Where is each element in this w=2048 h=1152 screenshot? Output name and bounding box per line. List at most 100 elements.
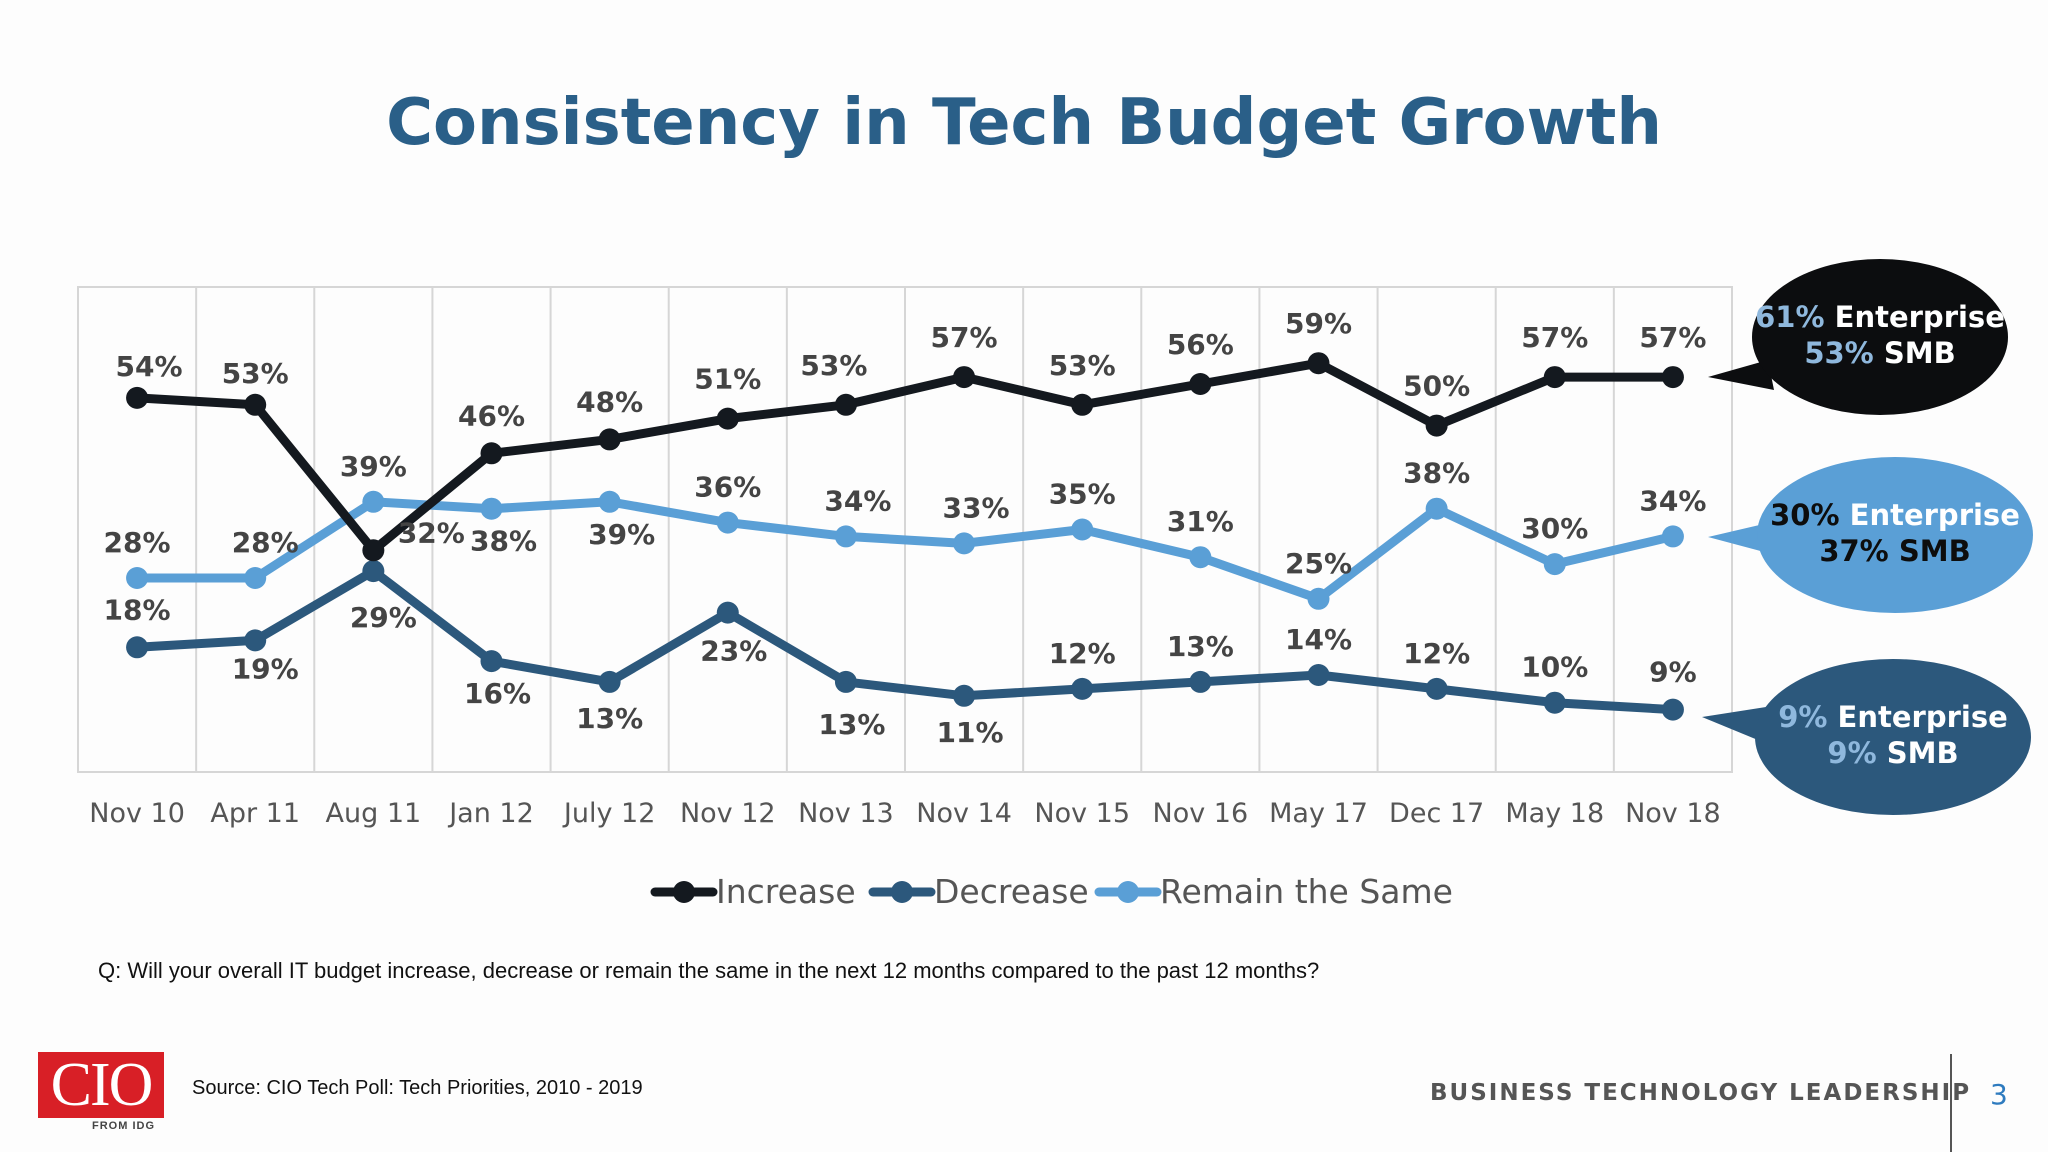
data-label: 13% [1167,630,1234,663]
x-tick-label: Nov 10 [89,798,185,829]
x-tick-label: Nov 13 [798,798,894,829]
data-point [598,490,621,513]
callout-tail [1702,707,1770,745]
series-line-remain-the-same [132,497,1678,604]
data-point [1307,352,1330,375]
data-label: 28% [104,526,171,559]
callout-line2: 37% SMB [1819,534,1970,568]
data-point [834,525,857,548]
x-tick-label: Apr 11 [210,798,300,829]
callout-bubble [1755,659,2031,815]
data-label: 56% [1167,328,1234,361]
data-label: 30% [1521,512,1588,545]
data-label: 13% [818,708,885,741]
data-point [362,490,385,513]
callout-line2: 9% SMB [1827,736,1958,770]
cio-logo: CIO [38,1052,164,1118]
data-point [1307,664,1330,686]
data-label: 11% [937,716,1004,749]
data-point [1425,414,1448,437]
data-label: 32% [398,516,465,549]
data-label: 57% [1521,321,1588,354]
legend-label: Increase [716,872,856,911]
data-point [834,393,857,416]
data-point [1307,587,1330,610]
callout-line2: 53% SMB [1804,336,1955,370]
x-tick-label: July 12 [562,798,656,829]
data-label: 53% [222,357,289,390]
data-label: 14% [1285,623,1352,656]
data-label: 53% [800,349,867,382]
data-label: 10% [1521,651,1588,684]
data-label: 16% [464,677,531,710]
callout-line1: 9% Enterprise [1778,700,2008,734]
source-note: Source: CIO Tech Poll: Tech Priorities, … [192,1077,643,1099]
data-label: 57% [931,321,998,354]
legend-label: Remain the Same [1160,872,1453,911]
data-label: 19% [232,652,299,685]
data-point [1661,525,1684,548]
data-label: 57% [1639,321,1706,354]
data-point [716,407,739,430]
data-label: 46% [458,399,525,432]
callout-tail [1708,523,1768,553]
footer-tagline: BUSINESS TECHNOLOGY LEADERSHIP [1430,1080,1972,1106]
data-point [716,601,739,624]
data-point [1071,677,1094,700]
callout-tail [1708,360,1774,390]
data-point [126,636,149,659]
data-point [244,629,267,652]
data-label: 31% [1167,505,1234,538]
data-label: 12% [1049,637,1116,670]
data-point [1425,497,1448,520]
data-label: 34% [1639,484,1706,517]
data-point [1189,373,1212,395]
data-point [953,366,976,389]
chart-title: Consistency in Tech Budget Growth [386,86,1662,160]
data-label: 48% [576,385,643,418]
data-label: 9% [1649,656,1697,689]
data-point [362,560,385,583]
data-label: 39% [588,518,655,551]
data-point [1425,677,1448,700]
x-tick-label: Dec 17 [1389,798,1484,829]
data-point [1543,553,1566,576]
x-tick-label: Aug 11 [326,798,422,829]
legend-swatch-marker [1117,881,1139,903]
x-tick-label: May 17 [1269,798,1368,829]
data-point [1661,366,1684,389]
data-point [1543,366,1566,389]
data-label: 12% [1403,637,1470,670]
series-line-decrease [132,566,1678,715]
data-point [1661,698,1684,721]
data-point [126,567,149,589]
data-point [1071,393,1094,416]
data-point [362,539,385,562]
data-label: 59% [1285,307,1352,340]
legend-label: Decrease [934,872,1089,911]
callout-bubble [1752,259,2008,415]
survey-question: Q: Will your overall IT budget increase,… [98,958,1320,983]
data-label: 35% [1049,478,1116,511]
footer-divider [1950,1054,1952,1152]
data-label: 53% [1049,349,1116,382]
x-tick-label: Nov 15 [1034,798,1130,829]
data-label: 18% [104,593,171,626]
data-point [480,650,503,673]
data-point [244,567,267,589]
data-label: 38% [470,525,537,558]
data-label: 51% [694,363,761,396]
data-point [1071,518,1094,541]
data-point [480,497,503,520]
data-point [834,670,857,693]
series-line-increase [132,358,1678,555]
data-label: 39% [340,450,407,483]
data-point [480,442,503,465]
data-point [598,428,621,451]
x-tick-label: Nov 14 [916,798,1012,829]
x-tick-label: Nov 16 [1153,798,1249,829]
data-point [716,511,739,534]
callout-line1: 30% Enterprise [1770,498,2020,532]
